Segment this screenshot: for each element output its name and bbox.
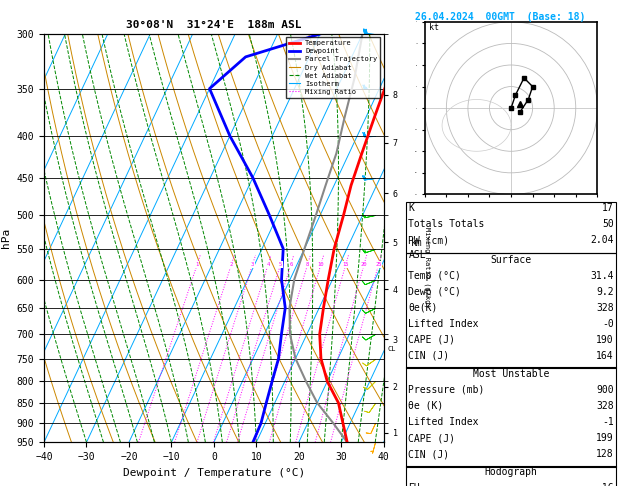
Text: 190: 190 [596, 335, 614, 345]
Text: -1: -1 [602, 417, 614, 427]
Text: Temp (°C): Temp (°C) [408, 271, 461, 281]
Text: 17: 17 [602, 203, 614, 213]
Text: 25: 25 [376, 262, 382, 267]
Text: CIN (J): CIN (J) [408, 449, 449, 459]
Text: Hodograph: Hodograph [484, 467, 538, 477]
Text: 26.04.2024  00GMT  (Base: 18): 26.04.2024 00GMT (Base: 18) [415, 12, 585, 22]
Text: Lifted Index: Lifted Index [408, 417, 479, 427]
Text: 10: 10 [318, 262, 324, 267]
Text: Pressure (mb): Pressure (mb) [408, 385, 484, 395]
Text: 900: 900 [596, 385, 614, 395]
Text: EH: EH [408, 483, 420, 486]
Text: θe (K): θe (K) [408, 401, 443, 411]
Text: Most Unstable: Most Unstable [473, 369, 549, 379]
Text: 4: 4 [267, 262, 270, 267]
Text: 128: 128 [596, 449, 614, 459]
Text: kt: kt [429, 23, 439, 33]
Text: CAPE (J): CAPE (J) [408, 433, 455, 443]
Text: 8: 8 [306, 262, 309, 267]
Text: Totals Totals: Totals Totals [408, 219, 484, 229]
Text: 15: 15 [343, 262, 349, 267]
Text: Dewp (°C): Dewp (°C) [408, 287, 461, 297]
Text: Lifted Index: Lifted Index [408, 319, 479, 329]
Text: 199: 199 [596, 433, 614, 443]
Text: PW (cm): PW (cm) [408, 235, 449, 245]
Text: CL: CL [387, 346, 396, 352]
Text: 6: 6 [289, 262, 292, 267]
Text: 328: 328 [596, 401, 614, 411]
Text: 2.04: 2.04 [591, 235, 614, 245]
Text: 328: 328 [596, 303, 614, 313]
Text: Surface: Surface [491, 255, 532, 265]
X-axis label: Dewpoint / Temperature (°C): Dewpoint / Temperature (°C) [123, 468, 305, 478]
Legend: Temperature, Dewpoint, Parcel Trajectory, Dry Adiabat, Wet Adiabat, Isotherm, Mi: Temperature, Dewpoint, Parcel Trajectory… [286, 37, 380, 98]
Text: CIN (J): CIN (J) [408, 351, 449, 361]
Y-axis label: hPa: hPa [1, 228, 11, 248]
Text: CAPE (J): CAPE (J) [408, 335, 455, 345]
Text: K: K [408, 203, 414, 213]
Text: 5: 5 [279, 262, 282, 267]
Text: Mixing Ratio (g/kg): Mixing Ratio (g/kg) [425, 227, 431, 308]
Y-axis label: km
ASL: km ASL [408, 238, 426, 260]
Text: -16: -16 [596, 483, 614, 486]
Title: 30°08'N  31°24'E  188m ASL: 30°08'N 31°24'E 188m ASL [126, 20, 302, 31]
Text: 3: 3 [251, 262, 254, 267]
Text: 31.4: 31.4 [591, 271, 614, 281]
Text: 9.2: 9.2 [596, 287, 614, 297]
Text: 2: 2 [230, 262, 233, 267]
Text: θe(K): θe(K) [408, 303, 438, 313]
Text: -0: -0 [602, 319, 614, 329]
Text: 164: 164 [596, 351, 614, 361]
Text: 50: 50 [602, 219, 614, 229]
Text: 1: 1 [196, 262, 199, 267]
Text: 20: 20 [361, 262, 367, 267]
